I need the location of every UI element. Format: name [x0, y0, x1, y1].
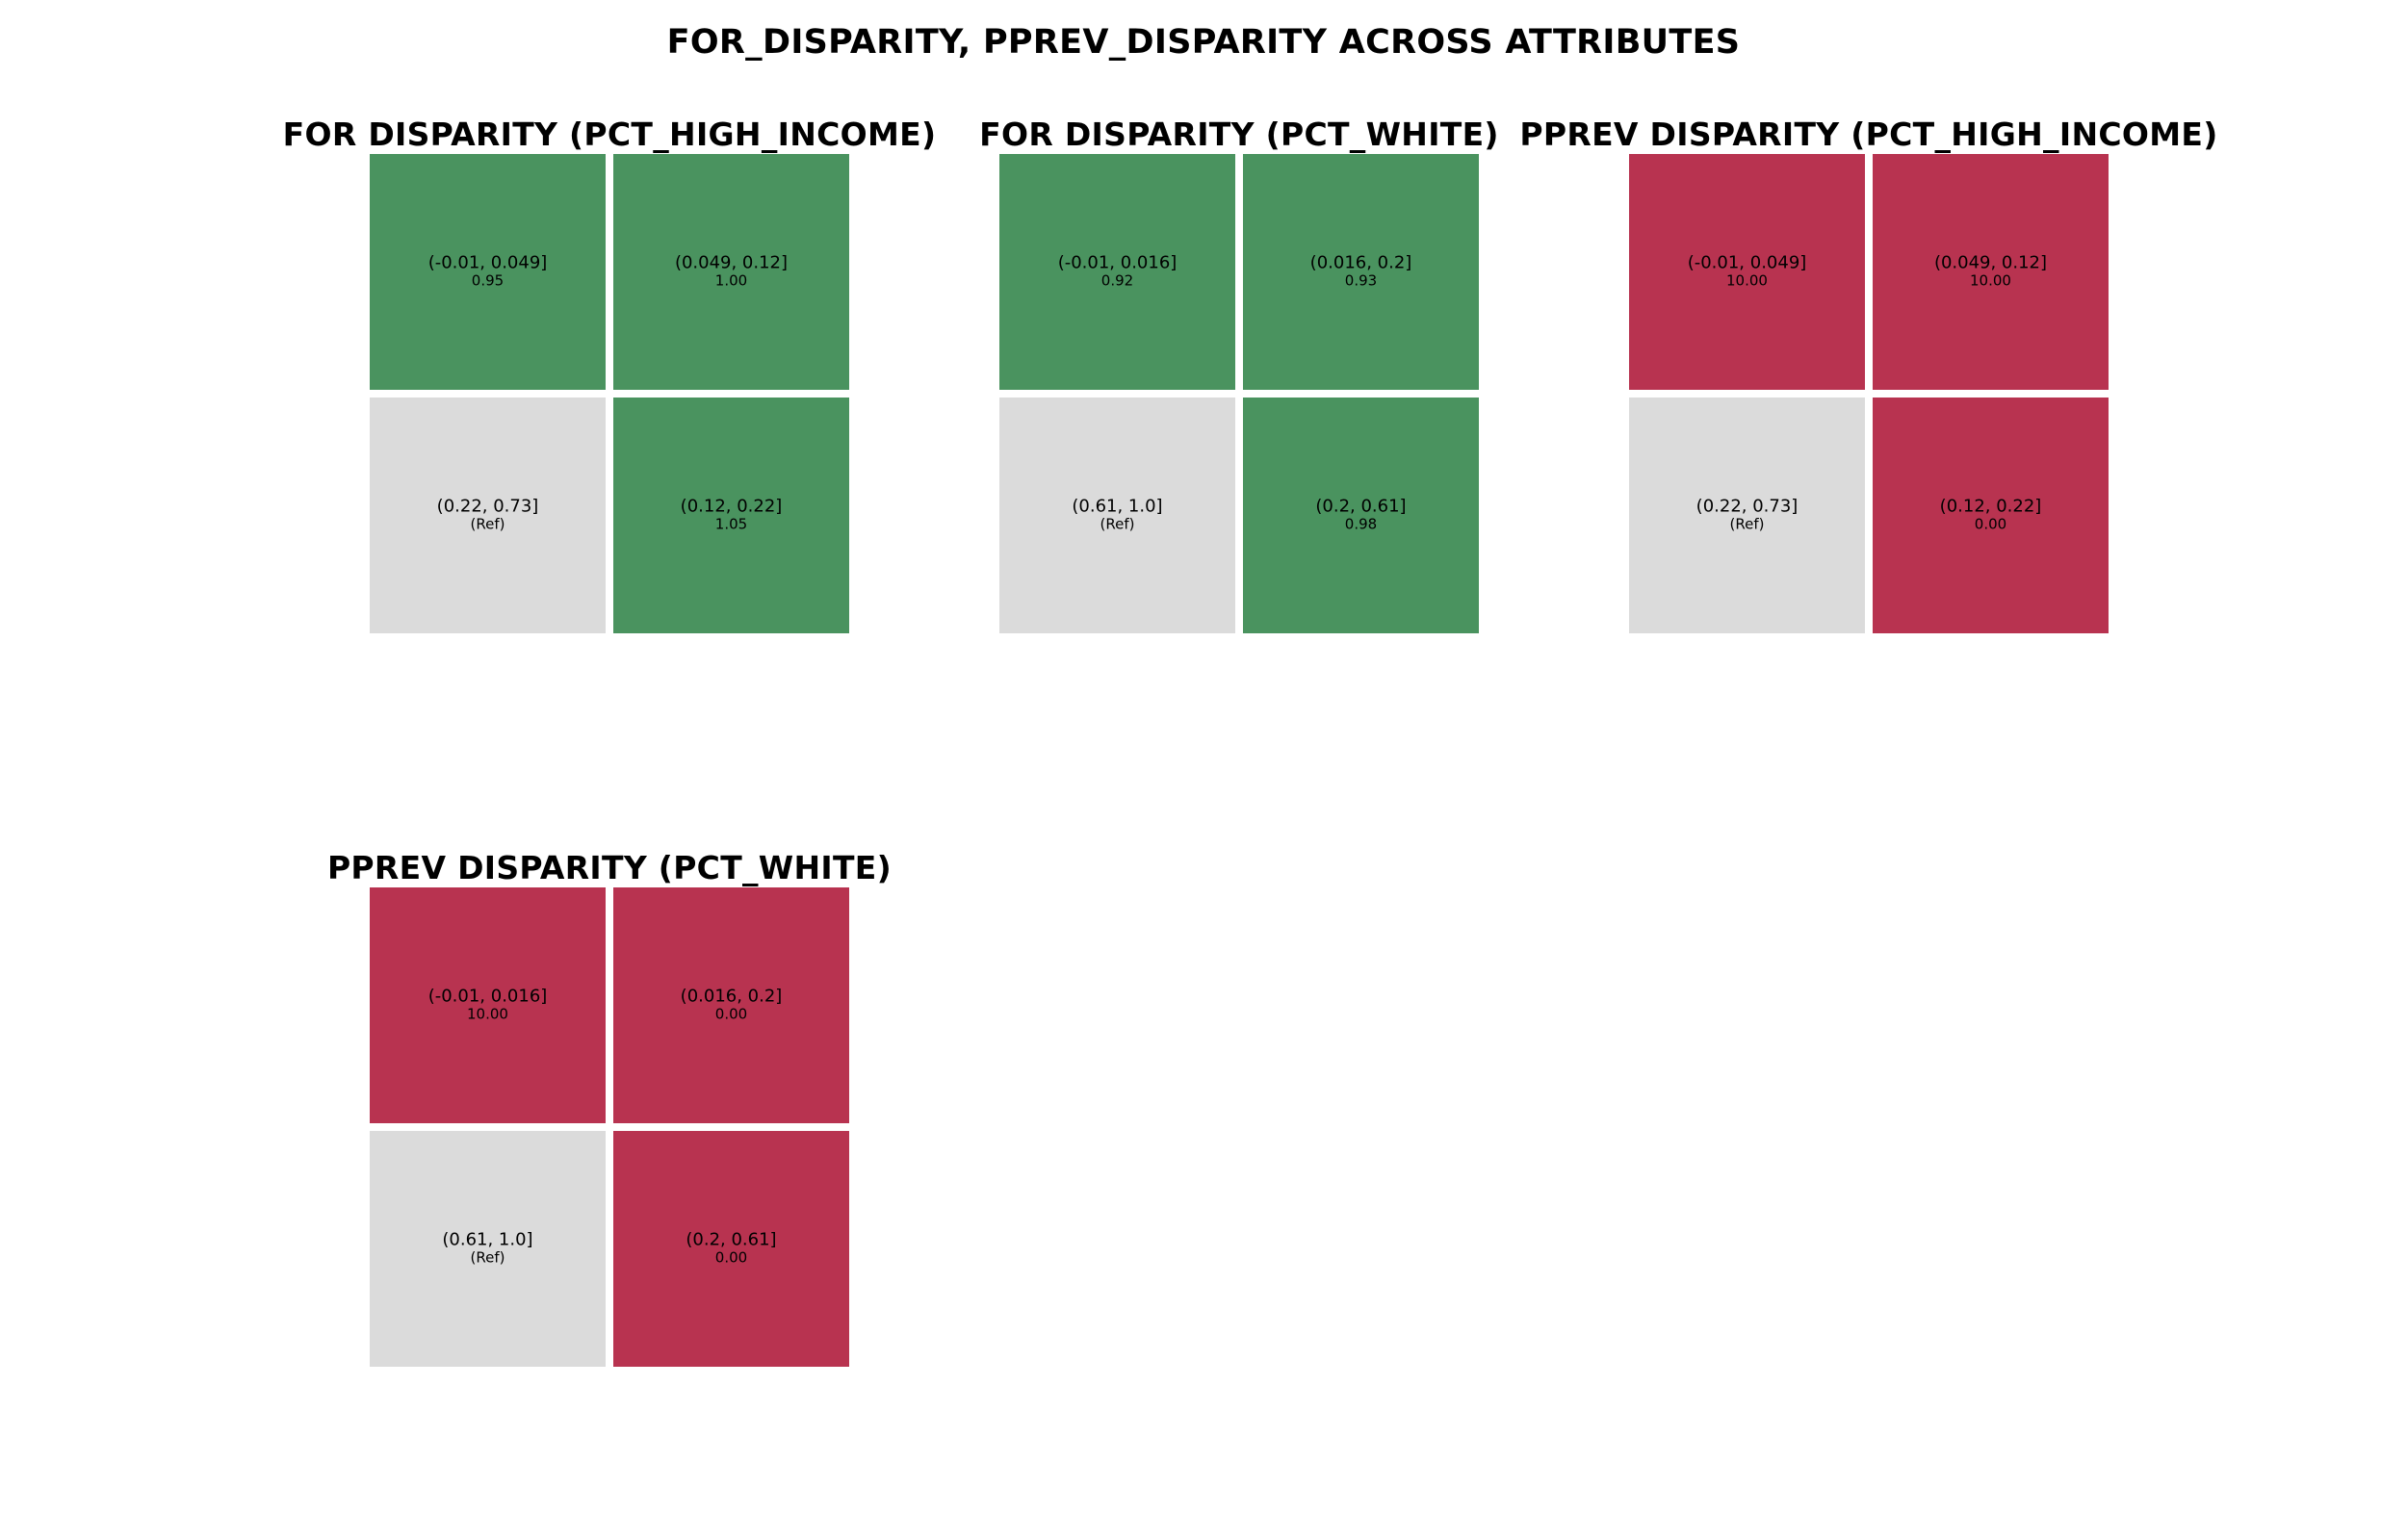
heatmap-cell-value-label: 0.98	[1345, 516, 1377, 533]
heatmap-cell-rect	[1629, 398, 1865, 633]
heatmap-cell-rect	[1873, 154, 2109, 390]
heatmap-cell-range-label: (-0.01, 0.049]	[1688, 253, 1807, 273]
heatmap-cell-value-label: 0.00	[1975, 516, 2006, 533]
heatmap-cell-value-label: 1.00	[715, 272, 747, 290]
heatmap-cell-range-label: (0.12, 0.22]	[1940, 497, 2042, 517]
panel-title: PPREV DISPARITY (PCT_WHITE)	[326, 849, 893, 886]
panel-pprev-disparity-pct-high-income: PPREV DISPARITY (PCT_HIGH_INCOME) (-0.01…	[1519, 116, 2217, 722]
heatmap-cell-value-label: (Ref)	[471, 516, 505, 533]
heatmap-cell-value-label: 10.00	[1970, 272, 2011, 290]
heatmap-cell: (0.049, 0.12]10.00	[1873, 154, 2109, 390]
panel-title: PPREV DISPARITY (PCT_HIGH_INCOME)	[1519, 116, 2218, 153]
panel-for-disparity-pct-white: FOR DISPARITY (PCT_WHITE) (-0.01, 0.016]…	[979, 116, 1499, 722]
heatmap-cell-value-label: 0.93	[1345, 272, 1377, 290]
heatmap-cell-range-label: (-0.01, 0.016]	[428, 987, 548, 1007]
heatmap-cell-range-label: (0.2, 0.61]	[686, 1230, 776, 1250]
heatmap-cell: (0.22, 0.73](Ref)	[1629, 398, 1865, 633]
heatmap-cell-rect	[999, 154, 1235, 390]
heatmap-cell-range-label: (0.049, 0.12]	[675, 253, 788, 273]
heatmap-cell-range-label: (0.22, 0.73]	[437, 497, 539, 517]
heatmap-cell-rect	[1243, 154, 1479, 390]
heatmap-cell-value-label: 0.00	[715, 1006, 747, 1023]
figure-title: FOR_DISPARITY, PPREV_DISPARITY ACROSS AT…	[666, 23, 1741, 62]
heatmap-cell-range-label: (0.016, 0.2]	[1310, 253, 1412, 273]
heatmap-cell: (0.016, 0.2]0.93	[1243, 154, 1479, 390]
heatmap-cell-value-label: (Ref)	[1100, 516, 1135, 533]
heatmap-cell-rect	[370, 887, 606, 1123]
heatmap-cell-value-label: 10.00	[467, 1006, 508, 1023]
heatmap-cell-range-label: (0.016, 0.2]	[681, 987, 783, 1007]
heatmap-cell-range-label: (-0.01, 0.016]	[1058, 253, 1178, 273]
heatmap-cell-rect	[370, 398, 606, 633]
panel-title: FOR DISPARITY (PCT_WHITE)	[979, 116, 1499, 153]
heatmap-cell: (-0.01, 0.049]0.95	[370, 154, 606, 390]
panel-grid: (-0.01, 0.049]10.00(0.049, 0.12]10.00(0.…	[1629, 154, 2109, 633]
heatmap-cell-rect	[1873, 398, 2109, 633]
panel-title: FOR DISPARITY (PCT_HIGH_INCOME)	[282, 116, 937, 153]
heatmap-cell-rect	[613, 398, 849, 633]
heatmap-cell: (0.2, 0.61]0.00	[613, 1131, 849, 1367]
heatmap-cell: (0.12, 0.22]1.05	[613, 398, 849, 633]
heatmap-cell: (0.61, 1.0](Ref)	[999, 398, 1235, 633]
heatmap-cell-rect	[613, 1131, 849, 1367]
heatmap-cell-range-label: (0.61, 1.0]	[1072, 497, 1162, 517]
heatmap-cell-range-label: (0.61, 1.0]	[442, 1230, 532, 1250]
heatmap-cell-value-label: 10.00	[1726, 272, 1768, 290]
heatmap-cell: (-0.01, 0.016]10.00	[370, 887, 606, 1123]
heatmap-cell-value-label: (Ref)	[471, 1249, 505, 1267]
heatmap-cell-range-label: (0.2, 0.61]	[1315, 497, 1406, 517]
heatmap-cell-range-label: (-0.01, 0.049]	[428, 253, 548, 273]
heatmap-cell-range-label: (0.22, 0.73]	[1696, 497, 1799, 517]
panel-grid: (-0.01, 0.016]0.92(0.016, 0.2]0.93(0.61,…	[999, 154, 1479, 633]
heatmap-cell-value-label: 0.00	[715, 1249, 747, 1267]
heatmap-cell-rect	[613, 154, 849, 390]
heatmap-cell: (0.2, 0.61]0.98	[1243, 398, 1479, 633]
heatmap-cell-value-label: 0.95	[472, 272, 504, 290]
heatmap-cell-value-label: 0.92	[1101, 272, 1133, 290]
heatmap-cell-rect	[370, 154, 606, 390]
heatmap-cell: (-0.01, 0.016]0.92	[999, 154, 1235, 390]
panel-for-disparity-pct-high-income: FOR DISPARITY (PCT_HIGH_INCOME) (-0.01, …	[283, 116, 936, 722]
heatmap-cell-rect	[613, 887, 849, 1123]
heatmap-cell: (0.049, 0.12]1.00	[613, 154, 849, 390]
heatmap-cell: (0.22, 0.73](Ref)	[370, 398, 606, 633]
heatmap-cell-rect	[999, 398, 1235, 633]
heatmap-cell-range-label: (0.12, 0.22]	[681, 497, 783, 517]
heatmap-cell-rect	[1243, 398, 1479, 633]
heatmap-cell-value-label: 1.05	[715, 516, 747, 533]
panel-pprev-disparity-pct-white: PPREV DISPARITY (PCT_WHITE) (-0.01, 0.01…	[327, 849, 892, 1455]
heatmap-cell-value-label: (Ref)	[1730, 516, 1765, 533]
heatmap-cell: (0.12, 0.22]0.00	[1873, 398, 2109, 633]
heatmap-cell-rect	[1629, 154, 1865, 390]
panel-grid: (-0.01, 0.049]0.95(0.049, 0.12]1.00(0.22…	[370, 154, 849, 633]
heatmap-cell-range-label: (0.049, 0.12]	[1934, 253, 2047, 273]
panel-grid: (-0.01, 0.016]10.00(0.016, 0.2]0.00(0.61…	[370, 887, 849, 1367]
heatmap-cell: (0.61, 1.0](Ref)	[370, 1131, 606, 1367]
heatmap-cell: (0.016, 0.2]0.00	[613, 887, 849, 1123]
heatmap-cell: (-0.01, 0.049]10.00	[1629, 154, 1865, 390]
heatmap-cell-rect	[370, 1131, 606, 1367]
